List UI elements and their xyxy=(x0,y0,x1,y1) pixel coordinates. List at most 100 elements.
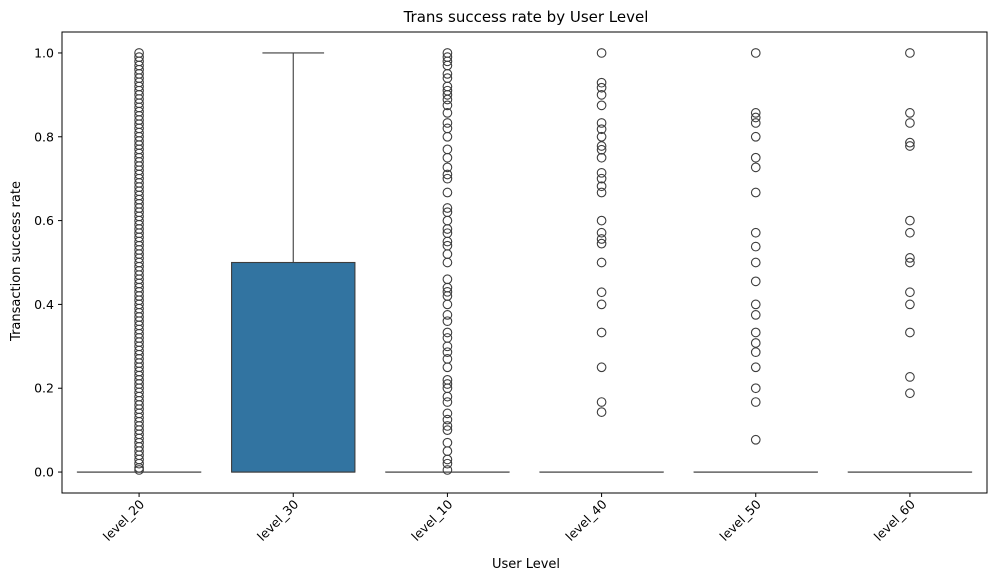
outlier-point xyxy=(905,137,915,148)
outlier-point xyxy=(596,234,607,244)
y-tick-label: 0.2 xyxy=(34,381,54,396)
outlier-point xyxy=(750,299,761,310)
outlier-point xyxy=(750,327,761,338)
outlier-point xyxy=(596,167,607,178)
outlier-point xyxy=(442,299,453,310)
outlier-point xyxy=(442,100,453,111)
outlier-point xyxy=(596,299,607,310)
outlier-point xyxy=(596,187,607,198)
outlier-point xyxy=(442,215,453,226)
outlier-point xyxy=(750,152,761,163)
outlier-point xyxy=(750,227,761,238)
outlier-point xyxy=(442,310,453,320)
outlier-point xyxy=(750,131,761,142)
outlier-point xyxy=(596,48,607,58)
outlier-point xyxy=(905,215,915,226)
outlier-point xyxy=(596,100,607,111)
outlier-point xyxy=(596,257,607,268)
outlier-point xyxy=(442,425,453,435)
outlier-point xyxy=(905,287,915,298)
outlier-point xyxy=(596,77,607,88)
outlier-point xyxy=(750,241,761,252)
outlier-point xyxy=(596,327,607,338)
chart-title: Trans success rate by User Level xyxy=(403,8,649,26)
outlier-point xyxy=(905,118,915,128)
outlier-point xyxy=(442,341,453,352)
outlier-point xyxy=(442,173,453,184)
outlier-point xyxy=(442,203,453,213)
outlier-point xyxy=(596,152,607,163)
outlier-point xyxy=(750,383,761,394)
outlier-point xyxy=(442,187,453,198)
outlier-point xyxy=(905,48,915,58)
x-tick-label: level_30 xyxy=(254,496,301,543)
outlier-point xyxy=(442,327,453,338)
outlier-point xyxy=(905,253,915,263)
outlier-point xyxy=(750,112,761,123)
outlier-point xyxy=(905,299,915,310)
outlier-point xyxy=(442,52,453,62)
outlier-point xyxy=(596,124,607,135)
outlier-point xyxy=(134,52,144,62)
outlier-point xyxy=(905,257,915,268)
box-level_30 xyxy=(231,261,356,473)
outlier-point xyxy=(442,118,453,128)
outlier-point xyxy=(442,408,453,419)
outlier-point xyxy=(442,458,453,469)
outlier-point xyxy=(442,228,453,239)
outlier-point xyxy=(750,276,761,287)
outlier-point xyxy=(442,421,453,431)
outlier-point xyxy=(750,310,761,320)
outlier-point xyxy=(442,374,453,385)
plot-frame xyxy=(61,31,988,494)
y-tick-label: 0.4 xyxy=(34,297,54,312)
outlier-point xyxy=(750,187,761,198)
outlier-point xyxy=(442,379,453,389)
outlier-point xyxy=(596,131,607,142)
outlier-point xyxy=(750,338,761,348)
outlier-point xyxy=(442,48,453,58)
outlier-point xyxy=(905,141,915,151)
outlier-point xyxy=(442,465,453,475)
outlier-point xyxy=(905,388,915,399)
outlier-point xyxy=(905,108,915,118)
y-tick-label: 1.0 xyxy=(34,45,54,60)
outlier-point xyxy=(750,347,761,358)
outlier-point xyxy=(442,169,453,180)
y-tick-label: 0.0 xyxy=(34,465,54,480)
outlier-point xyxy=(442,108,453,118)
outlier-point xyxy=(442,123,453,134)
outlier-point xyxy=(596,362,607,373)
x-tick-label: level_10 xyxy=(408,496,455,543)
outlier-point xyxy=(442,207,453,218)
outlier-point xyxy=(442,316,453,327)
outlier-point xyxy=(442,333,453,343)
y-tick-label: 0.6 xyxy=(34,213,54,228)
outlier-point xyxy=(596,118,607,128)
outlier-point xyxy=(596,90,607,100)
outlier-point xyxy=(596,287,607,298)
plot-area: 0.0 0.2 0.4 0.6 0.8 1.0 level_20 level_30 level_… xyxy=(34,31,988,544)
outlier-point xyxy=(442,437,453,448)
outlier-point xyxy=(750,162,761,173)
x-tick-label: level_50 xyxy=(717,496,764,543)
outlier-point xyxy=(442,414,453,425)
outlier-point xyxy=(750,118,761,128)
outlier-point xyxy=(442,162,453,173)
outlier-point xyxy=(442,362,453,373)
x-tick-label: level_60 xyxy=(871,496,918,543)
outlier-point xyxy=(442,73,453,83)
outlier-point xyxy=(596,144,607,155)
x-axis-label: User Level xyxy=(492,557,560,572)
outlier-point xyxy=(596,407,607,417)
outlier-point xyxy=(134,48,144,58)
outlier-point xyxy=(442,347,453,358)
y-axis-label: Transaction success rate xyxy=(9,181,24,342)
outlier-point xyxy=(596,173,607,184)
outlier-point xyxy=(442,354,453,364)
outlier-point xyxy=(442,152,453,163)
outlier-point xyxy=(750,362,761,373)
outlier-point xyxy=(442,286,453,297)
outlier-point xyxy=(750,257,761,268)
x-tick-label: level_40 xyxy=(562,496,609,543)
